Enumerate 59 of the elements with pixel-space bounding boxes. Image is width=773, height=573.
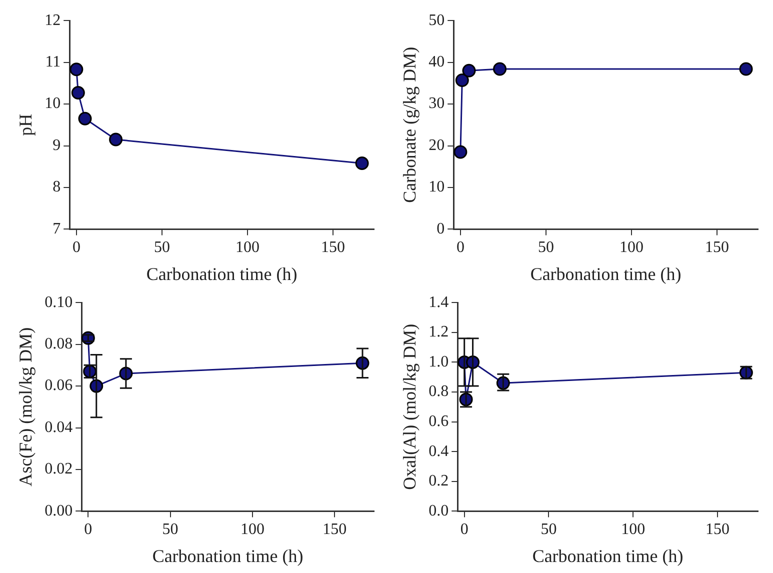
y-tick-label: 0.00 bbox=[44, 502, 73, 520]
y-tick-label: 40 bbox=[428, 54, 445, 71]
x-tick-label: 150 bbox=[704, 239, 729, 256]
x-tick-label: 150 bbox=[705, 521, 730, 538]
y-axis-title: Carbonate (g/kg DM) bbox=[400, 46, 420, 203]
y-tick-label: 0 bbox=[436, 220, 445, 238]
x-axis-title: Carbonation time (h) bbox=[530, 264, 682, 284]
y-tick-label: 7 bbox=[52, 220, 61, 238]
x-tick-label: 0 bbox=[84, 521, 92, 538]
x-tick-label: 150 bbox=[320, 239, 345, 256]
x-tick-label: 100 bbox=[240, 521, 264, 538]
y-tick-label: 0.6 bbox=[428, 413, 449, 430]
y-tick-label: 0.06 bbox=[44, 377, 73, 394]
x-tick-label: 50 bbox=[154, 239, 170, 256]
y-tick-label: 0.08 bbox=[44, 336, 73, 353]
point bbox=[462, 64, 476, 78]
y-tick-label: 12 bbox=[44, 12, 61, 29]
y-axis-title: pH bbox=[16, 114, 36, 136]
y-tick-label: 1.2 bbox=[428, 324, 449, 341]
x-tick-label: 150 bbox=[322, 521, 347, 538]
x-tick-label: 0 bbox=[456, 239, 464, 256]
x-tick-label: 50 bbox=[162, 521, 178, 538]
y-tick-label: 10 bbox=[44, 95, 61, 112]
x-axis-title: Carbonation time (h) bbox=[532, 546, 684, 566]
y-axis-title: Asc(Fe) (mol/kg DM) bbox=[16, 327, 36, 486]
x-tick-label: 50 bbox=[538, 239, 554, 256]
point bbox=[78, 112, 92, 126]
x-tick-label: 100 bbox=[621, 521, 646, 538]
y-tick-label: 20 bbox=[428, 136, 445, 154]
point bbox=[493, 62, 507, 76]
point bbox=[355, 156, 369, 170]
y-tick-label: 11 bbox=[45, 54, 61, 71]
x-tick-label: 100 bbox=[235, 239, 260, 256]
y-tick-label: 0.04 bbox=[44, 418, 73, 436]
y-tick-label: 1.4 bbox=[428, 294, 449, 311]
y-tick-label: 0.0 bbox=[428, 502, 449, 520]
y-tick-label: 0.2 bbox=[428, 472, 449, 490]
x-tick-label: 0 bbox=[460, 521, 468, 538]
y-axis-title: Oxal(Al) (mol/kg DM) bbox=[400, 324, 420, 490]
point bbox=[454, 145, 468, 159]
x-axis-title: Carbonation time (h) bbox=[146, 264, 298, 284]
y-tick-label: 0.10 bbox=[44, 294, 73, 311]
point bbox=[455, 74, 469, 88]
x-tick-label: 100 bbox=[619, 239, 644, 256]
point bbox=[739, 62, 753, 76]
y-tick-label: 10 bbox=[428, 178, 445, 196]
x-tick-label: 50 bbox=[540, 521, 557, 538]
y-tick-label: 0.02 bbox=[44, 460, 73, 478]
y-tick-label: 8 bbox=[52, 178, 61, 196]
y-tick-label: 1.0 bbox=[428, 353, 449, 370]
y-tick-label: 0.8 bbox=[428, 383, 449, 400]
point bbox=[71, 86, 85, 100]
point bbox=[109, 132, 123, 146]
y-tick-label: 9 bbox=[52, 136, 61, 154]
point bbox=[70, 62, 84, 76]
y-tick-label: 50 bbox=[428, 12, 445, 29]
x-axis-title: Carbonation time (h) bbox=[152, 546, 304, 566]
y-tick-label: 30 bbox=[428, 95, 445, 112]
y-tick-label: 0.4 bbox=[428, 442, 449, 460]
